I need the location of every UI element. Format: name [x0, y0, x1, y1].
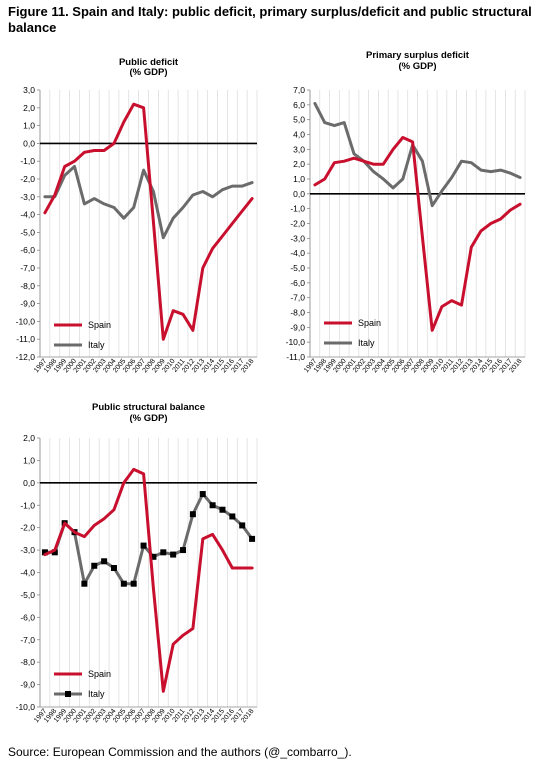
- data-point-italy: [91, 562, 98, 569]
- y-tick-label: -11,0: [16, 334, 35, 344]
- y-tick-label: -4,0: [290, 248, 305, 258]
- y-tick-label: -10,0: [16, 702, 36, 712]
- legend-label-spain: Spain: [88, 669, 111, 679]
- data-point-italy: [51, 549, 58, 556]
- series-line-spain: [43, 467, 254, 693]
- y-tick-label: -1,0: [20, 156, 35, 166]
- data-point-italy: [239, 522, 246, 529]
- y-tick-label: -5,0: [290, 263, 305, 273]
- series-line-spain: [313, 136, 522, 332]
- figure-source: Source: European Commission and the auth…: [8, 745, 352, 759]
- y-tick-label: -6,0: [290, 278, 305, 288]
- data-point-italy: [170, 551, 177, 558]
- y-tick-label: -5,0: [20, 227, 35, 237]
- y-tick-label: 3,0: [23, 85, 35, 95]
- y-tick-label: 0,0: [293, 189, 305, 199]
- legend-label-italy: Italy: [358, 338, 375, 348]
- y-tick-label: -8,0: [290, 308, 305, 318]
- y-tick-label: 2,0: [23, 433, 35, 443]
- data-point-italy: [189, 511, 196, 518]
- chart-title: Primary surplus deficit: [366, 50, 470, 61]
- legend-label-spain: Spain: [358, 318, 381, 328]
- data-point-italy: [160, 549, 167, 556]
- y-tick-label: -7,0: [290, 293, 305, 303]
- legend-label-spain: Spain: [88, 320, 111, 330]
- y-tick-label: -10,0: [16, 316, 36, 326]
- data-point-italy: [101, 558, 108, 565]
- legend-label-italy: Italy: [88, 689, 105, 699]
- y-tick-label: -7,0: [20, 635, 35, 645]
- y-tick-label: -6,0: [20, 612, 35, 622]
- data-point-italy: [120, 580, 127, 587]
- data-point-italy: [209, 502, 216, 509]
- chart-title: Public structural balance: [92, 402, 205, 413]
- y-tick-label: 2,0: [293, 159, 305, 169]
- y-tick-label: -8,0: [20, 657, 35, 667]
- chart-primary-surplus-deficit: Primary surplus deficit(% GDP) 7,0 6,0 5,0 4…: [286, 50, 526, 374]
- legend-label-italy: Italy: [88, 340, 105, 350]
- data-point-italy: [130, 580, 137, 587]
- chart-subtitle: (% GDP): [130, 67, 168, 78]
- y-tick-label: -9,0: [290, 322, 305, 332]
- y-tick-label: -2,0: [20, 523, 35, 533]
- y-tick-label: 3,0: [293, 144, 305, 154]
- y-tick-label: -2,0: [20, 174, 35, 184]
- data-point-italy: [110, 565, 117, 572]
- y-tick-label: 1,0: [293, 174, 305, 184]
- y-tick-label: 1,0: [23, 121, 35, 131]
- y-tick-label: -3,0: [20, 545, 35, 555]
- y-tick-label: 2,0: [23, 103, 35, 113]
- y-tick-label: 5,0: [293, 115, 305, 125]
- y-tick-label: 4,0: [293, 130, 305, 140]
- y-tick-label: -3,0: [20, 192, 35, 202]
- y-tick-label: -12,0: [16, 352, 36, 362]
- data-point-italy: [150, 553, 157, 560]
- chart-subtitle: (% GDP): [399, 61, 437, 72]
- chart-subtitle: (% GDP): [130, 413, 168, 424]
- data-point-italy: [219, 506, 226, 513]
- y-tick-label: -1,0: [20, 500, 35, 510]
- series-line-italy: [313, 101, 522, 208]
- y-tick-label: -10,0: [286, 337, 306, 347]
- series-line-spain: [43, 102, 254, 341]
- y-tick-label: 7,0: [293, 85, 305, 95]
- legend-marker: [65, 691, 71, 697]
- y-tick-label: -4,0: [20, 568, 35, 578]
- data-point-italy: [199, 491, 206, 498]
- y-tick-label: -5,0: [20, 590, 35, 600]
- y-tick-label: 6,0: [293, 100, 305, 110]
- y-tick-label: -11,0: [286, 352, 305, 362]
- chart-public-structural-balance: Public structural balance(% GDP) 2,0 1,0 0,…: [16, 402, 258, 724]
- y-tick-label: -2,0: [290, 219, 305, 229]
- data-point-italy: [81, 580, 88, 587]
- y-tick-label: -6,0: [20, 245, 35, 255]
- y-tick-label: -1,0: [290, 204, 305, 214]
- data-point-italy: [180, 547, 187, 554]
- y-tick-label: -4,0: [20, 210, 35, 220]
- data-point-italy: [140, 542, 147, 549]
- chart-public-deficit: Public deficit(% GDP) 3,0 2,0 1,0 0,0 -1,0 -2,…: [16, 57, 258, 374]
- data-point-italy: [249, 535, 256, 542]
- data-point-italy: [229, 513, 236, 520]
- y-tick-label: -7,0: [20, 263, 35, 273]
- y-tick-label: -3,0: [290, 233, 305, 243]
- y-tick-label: -8,0: [20, 281, 35, 291]
- series-line-italy: [43, 492, 254, 586]
- chart-title: Public deficit: [119, 57, 179, 68]
- y-tick-label: -9,0: [20, 680, 35, 690]
- y-tick-label: 0,0: [23, 478, 35, 488]
- y-tick-label: 0,0: [23, 138, 35, 148]
- data-point-italy: [41, 549, 48, 556]
- y-tick-label: -9,0: [20, 299, 35, 309]
- figure-title: Figure 11. Spain and Italy: public defic…: [8, 4, 532, 35]
- y-tick-label: 1,0: [23, 455, 35, 465]
